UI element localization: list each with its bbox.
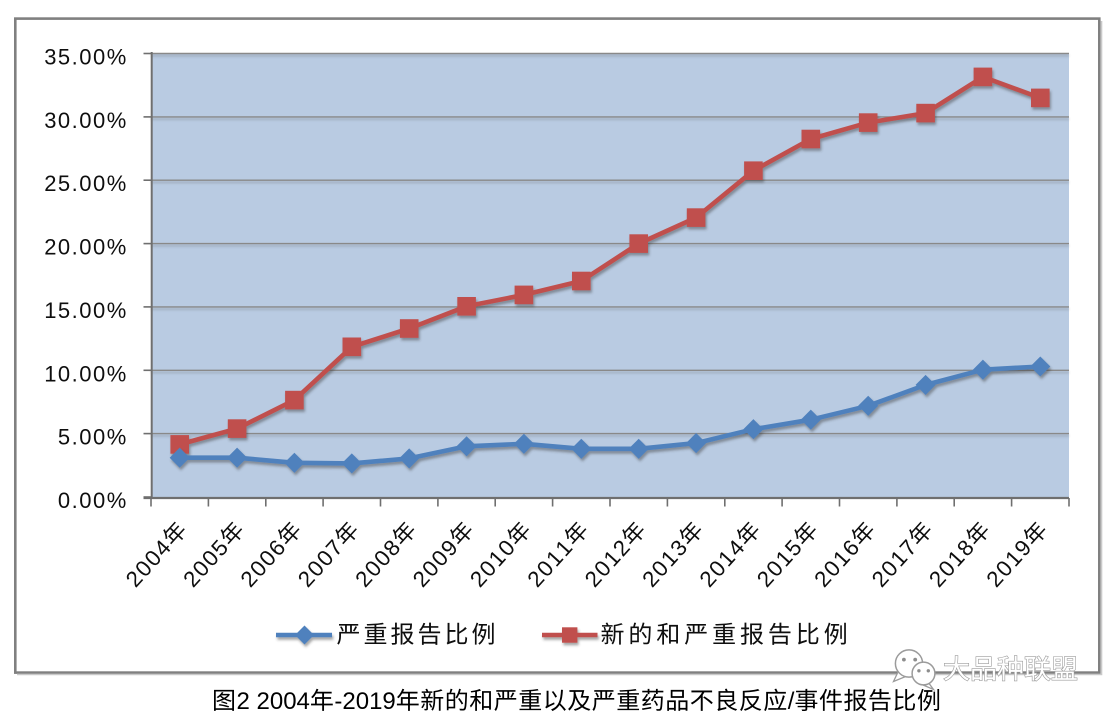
svg-text:%: % — [107, 235, 127, 260]
svg-text:2 2004: 2 2004 — [237, 688, 310, 715]
svg-text:0: 0 — [79, 235, 91, 260]
svg-text:.: . — [72, 45, 78, 70]
svg-text:0: 0 — [93, 108, 105, 133]
svg-text:/: / — [788, 688, 795, 715]
svg-text:%: % — [107, 171, 127, 196]
svg-text:0: 0 — [93, 361, 105, 386]
svg-text:0: 0 — [93, 488, 105, 513]
svg-text:1: 1 — [44, 361, 56, 386]
svg-text:.: . — [72, 298, 78, 323]
svg-text:%: % — [107, 108, 127, 133]
svg-text:.: . — [72, 361, 78, 386]
svg-text:0: 0 — [79, 108, 91, 133]
svg-text:0: 0 — [79, 298, 91, 323]
svg-text:0: 0 — [58, 361, 70, 386]
svg-text:5: 5 — [58, 171, 70, 196]
svg-text:0: 0 — [79, 488, 91, 513]
svg-text:%: % — [107, 425, 127, 450]
svg-text:.: . — [72, 488, 78, 513]
svg-text:0: 0 — [79, 361, 91, 386]
svg-text:0: 0 — [93, 45, 105, 70]
svg-text:%: % — [107, 45, 127, 70]
svg-text:0: 0 — [58, 235, 70, 260]
svg-text:%: % — [107, 361, 127, 386]
svg-text:0: 0 — [93, 171, 105, 196]
svg-text:0: 0 — [58, 488, 70, 513]
svg-text:.: . — [72, 171, 78, 196]
svg-text:0: 0 — [93, 235, 105, 260]
svg-text:5: 5 — [58, 298, 70, 323]
svg-text:0: 0 — [79, 171, 91, 196]
svg-text:5: 5 — [58, 425, 70, 450]
svg-text:0: 0 — [93, 425, 105, 450]
svg-text:2: 2 — [44, 235, 56, 260]
svg-text:5: 5 — [58, 45, 70, 70]
svg-text:3: 3 — [44, 108, 56, 133]
svg-text:%: % — [107, 488, 127, 513]
svg-text:0: 0 — [79, 425, 91, 450]
svg-text:%: % — [107, 298, 127, 323]
svg-text:.: . — [72, 425, 78, 450]
svg-text:.: . — [72, 108, 78, 133]
svg-text:3: 3 — [44, 45, 56, 70]
svg-text:1: 1 — [44, 298, 56, 323]
svg-text:0: 0 — [79, 45, 91, 70]
svg-text:.: . — [72, 235, 78, 260]
svg-text:2: 2 — [44, 171, 56, 196]
svg-text:0: 0 — [93, 298, 105, 323]
svg-text:0: 0 — [58, 108, 70, 133]
svg-text:-2019: -2019 — [334, 688, 395, 715]
